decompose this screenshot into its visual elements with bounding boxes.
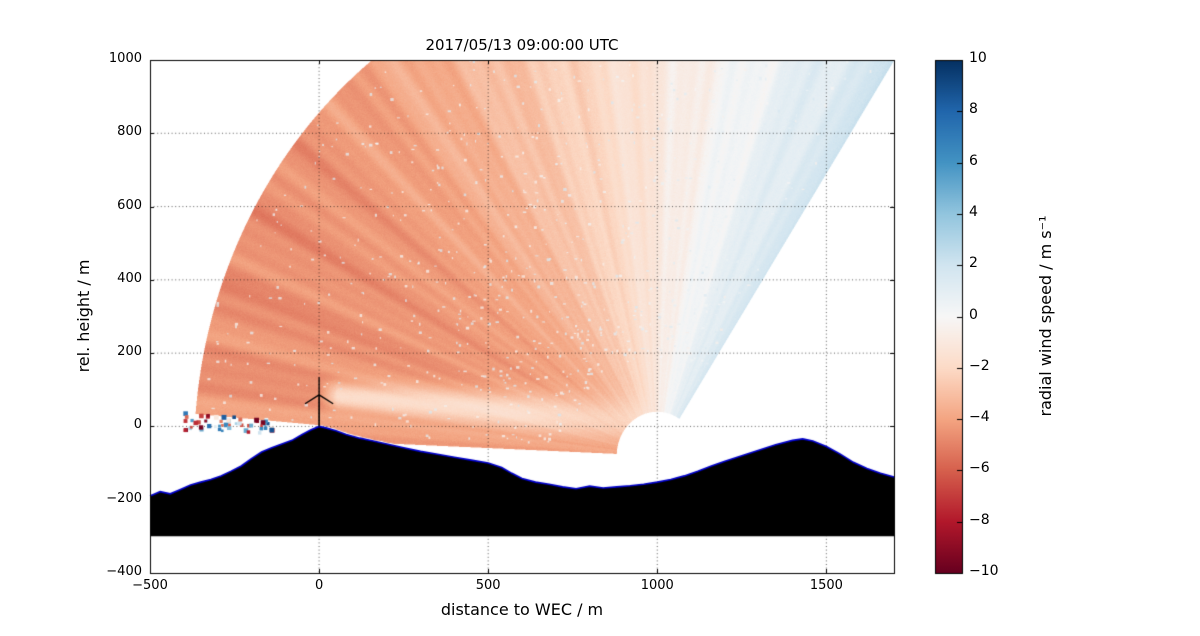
y-tick-label: 400 xyxy=(56,272,142,286)
x-tick-label: 1500 xyxy=(786,579,866,593)
colorbar-tick-label: 4 xyxy=(969,205,978,220)
colorbar-tick-label: −2 xyxy=(969,359,990,374)
y-tick-label: 1000 xyxy=(56,52,142,66)
y-tick-label: −400 xyxy=(56,565,142,579)
colorbar-tick-label: 6 xyxy=(969,154,978,169)
x-tick-label: 500 xyxy=(448,579,528,593)
x-tick-label: 0 xyxy=(279,579,359,593)
colorbar-tick-label: −10 xyxy=(969,564,999,579)
colorbar-tick-label: 0 xyxy=(969,308,978,323)
y-tick-label: 800 xyxy=(56,125,142,139)
y-tick-label: 600 xyxy=(56,199,142,213)
x-tick-label: 1000 xyxy=(617,579,697,593)
colorbar-tick-label: 10 xyxy=(969,51,987,66)
colorbar-label: radial wind speed / m s⁻¹ xyxy=(1037,216,1055,417)
rhi-scan-plot-canvas xyxy=(0,0,1200,636)
x-tick-label: −500 xyxy=(110,579,190,593)
figure: 2017/05/13 09:00:00 UTC distance to WEC … xyxy=(0,0,1200,636)
plot-title: 2017/05/13 09:00:00 UTC xyxy=(150,37,894,54)
y-tick-label: 0 xyxy=(56,418,142,432)
y-tick-label: −200 xyxy=(56,492,142,506)
colorbar-tick-label: −4 xyxy=(969,410,990,425)
y-tick-label: 200 xyxy=(56,345,142,359)
x-axis-label: distance to WEC / m xyxy=(150,601,894,619)
colorbar-tick-label: 2 xyxy=(969,256,978,271)
colorbar-tick-label: 8 xyxy=(969,102,978,117)
colorbar-tick-label: −8 xyxy=(969,513,990,528)
colorbar-tick-label: −6 xyxy=(969,461,990,476)
